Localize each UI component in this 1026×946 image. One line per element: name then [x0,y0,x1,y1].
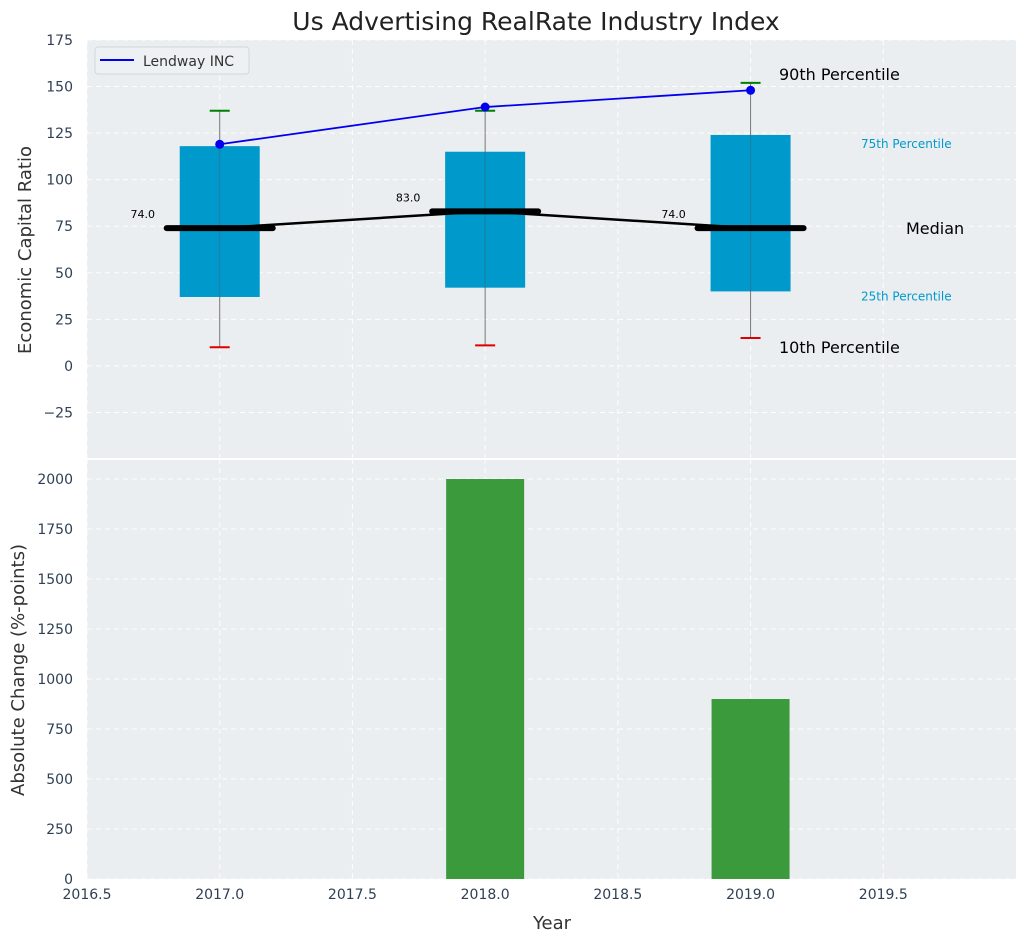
top-y-tick-label: 125 [46,126,73,142]
bottom-y-tick-label: 500 [46,772,73,788]
top-y-tick-label: −25 [43,405,73,421]
x-axis-label: Year [532,913,572,934]
x-tick-label: 2018.5 [593,887,642,903]
bottom-y-tick-label: 250 [46,822,73,838]
legend: Lendway INC [94,46,250,75]
top-y-tick-label: 0 [64,359,73,375]
annotation-p10: 10th Percentile [779,338,900,357]
x-tick-label: 2019.5 [859,887,908,903]
median-value-label: 74.0 [661,208,686,221]
legend-label: Lendway INC [143,54,234,70]
legend-box [94,46,250,75]
median-value-label: 83.0 [396,191,421,204]
company-point [746,85,756,95]
annotation-median: Median [906,219,964,238]
bottom-y-tick-label: 1000 [37,672,73,688]
annotation-p75: 75th Percentile [861,137,952,151]
median-value-label: 74.0 [130,208,155,221]
x-tick-label: 2019.0 [726,887,775,903]
top-y-tick-label: 25 [55,312,73,328]
change-bar [446,479,525,879]
bottom-y-tick-label: 750 [46,722,73,738]
bottom-y-tick-label: 2000 [37,472,73,488]
top-y-tick-label: 75 [55,219,73,235]
company-point [215,139,225,149]
annotation-p90: 90th Percentile [779,65,900,84]
bottom-y-tick-label: 1500 [37,572,73,588]
top-y-tick-label: 100 [46,173,73,189]
top-y-tick-label: 50 [55,266,73,282]
top-y-axis-label: Economic Capital Ratio [15,146,36,354]
bottom-y-axis-label: Absolute Change (%-points) [8,544,29,796]
x-tick-label: 2017.0 [195,887,244,903]
company-point [480,102,490,112]
annotation-p25: 25th Percentile [861,289,952,303]
top-y-tick-label: 175 [46,33,73,49]
chart-title: Us Advertising RealRate Industry Index [292,7,779,36]
bottom-y-tick-label: 0 [64,872,73,888]
bottom-y-tick-label: 1250 [37,622,73,638]
bottom-y-tick-label: 1750 [37,522,73,538]
x-tick-label: 2017.5 [328,887,377,903]
x-tick-label: 2018.0 [461,887,510,903]
bottom-plot-area [87,459,1016,879]
top-y-tick-label: 150 [46,80,73,96]
change-bar [711,699,790,879]
x-tick-label: 2016.5 [63,887,112,903]
median-line [219,210,751,230]
